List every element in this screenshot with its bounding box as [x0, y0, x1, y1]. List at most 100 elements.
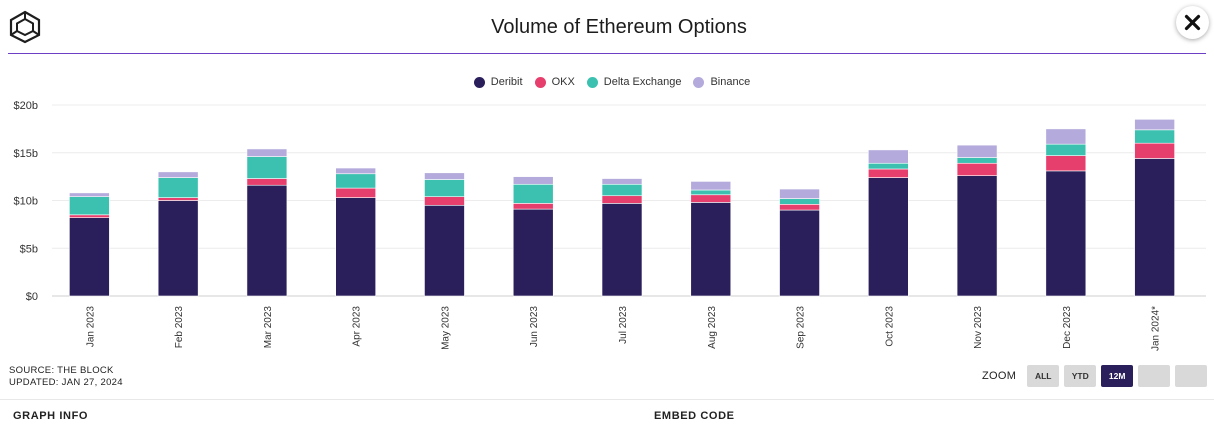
bar-segment-binance [1045, 128, 1087, 145]
bar-segment-binance [1134, 119, 1175, 131]
close-icon [1184, 14, 1201, 31]
bar-segment-binance [868, 149, 909, 164]
bar-segment-deribit [601, 203, 643, 297]
bar-segment-okx [868, 168, 909, 178]
bar-segment-binance [424, 172, 465, 180]
bar-segment-okx [69, 214, 110, 218]
bar-segment-delta-exchange [690, 189, 732, 196]
zoom-all-button[interactable]: ALL [1027, 365, 1060, 387]
zoom-controls: ZOOM ALL YTD 12M [982, 365, 1208, 387]
legend-marker-binance [693, 76, 705, 88]
legend-marker-delta-exchange [586, 76, 598, 88]
bar-segment-binance [335, 167, 376, 175]
bar-segment-okx [335, 187, 376, 198]
updated-label: UPDATED: JAN 27, 2024 [9, 377, 123, 388]
bar-segment-deribit [690, 202, 732, 297]
legend-item-delta-exchange[interactable]: Delta Exchange [586, 74, 682, 90]
x-tick-label: May 2023 [440, 306, 451, 350]
y-tick-label: $5b [20, 243, 38, 255]
stacked-bar-chart: $0 $5b $10b $15b $20b Jan 2023 Feb 2023 Mar 202… [14, 100, 1206, 351]
y-tick-label: $20b [14, 100, 38, 112]
legend-marker-deribit [473, 76, 485, 88]
x-tick-label: Sep 2023 [796, 306, 807, 349]
bar-segment-okx [246, 178, 288, 186]
y-tick-label: $0 [26, 291, 38, 303]
bar-segment-delta-exchange [512, 183, 554, 204]
bar-segment-binance [157, 171, 199, 178]
bar-segment-delta-exchange [424, 179, 465, 197]
bar-segment-binance [690, 181, 732, 191]
bar-segment-okx [512, 203, 554, 210]
bar-segment-delta-exchange [246, 156, 288, 179]
close-button[interactable] [1176, 6, 1209, 39]
bar-segment-deribit [1134, 158, 1175, 297]
source-label: SOURCE: THE BLOCK [9, 365, 114, 376]
bar-segment-okx [424, 196, 465, 206]
bar-segment-deribit [956, 175, 998, 297]
bar-segment-deribit [424, 204, 465, 297]
x-tick-label: Mar 2023 [263, 306, 274, 349]
bar-segment-binance [69, 192, 110, 197]
bar-segment-delta-exchange [335, 173, 376, 189]
x-tick-label: Nov 2023 [973, 306, 984, 349]
x-tick-label: Apr 2023 [352, 306, 363, 347]
bar-segment-binance [956, 144, 998, 158]
legend-item-okx[interactable]: OKX [534, 74, 575, 90]
y-tick-label: $10b [14, 196, 38, 208]
header: Volume of Ethereum Options [0, 0, 1214, 55]
header-divider [8, 53, 1206, 54]
bar-segment-delta-exchange [868, 162, 909, 170]
x-tick-label: Aug 2023 [707, 306, 718, 349]
cube-logo-icon[interactable] [8, 10, 42, 44]
bar-segment-okx [157, 197, 199, 201]
x-tick-label: Jan 2024* [1151, 306, 1162, 351]
zoom-blank-button-2[interactable] [1175, 365, 1208, 387]
bar-segment-delta-exchange [157, 177, 199, 198]
bar-segment-okx [779, 204, 820, 211]
legend-marker-okx [534, 76, 546, 88]
footer-divider [0, 399, 1214, 400]
legend-label: Binance [710, 76, 751, 88]
bar-segment-deribit [335, 197, 376, 297]
bar-segment-binance [601, 178, 643, 185]
x-tick-label: Jan 2023 [85, 306, 96, 348]
bar-segment-okx [601, 195, 643, 204]
zoom-ytd-button[interactable]: YTD [1064, 365, 1097, 387]
bar-segment-binance [779, 188, 820, 199]
legend-label: Deribit [490, 76, 523, 88]
legend-item-deribit[interactable]: Deribit [473, 74, 523, 90]
source-info: SOURCE: THE BLOCK UPDATED: JAN 27, 2024 [9, 365, 123, 389]
bar-segment-deribit [1045, 170, 1087, 297]
zoom-blank-button-1[interactable] [1138, 365, 1171, 387]
x-tick-label: Jul 2023 [618, 306, 629, 344]
x-tick-label: Dec 2023 [1062, 306, 1073, 349]
x-tick-label: Oct 2023 [884, 306, 895, 347]
bar-segment-delta-exchange [779, 198, 820, 205]
y-tick-label: $15b [14, 148, 38, 160]
bar-segment-okx [956, 162, 998, 176]
bar-segment-okx [1045, 155, 1087, 172]
bar-segment-deribit [779, 209, 820, 297]
legend-label: Delta Exchange [603, 76, 682, 88]
bar-segment-okx [1134, 142, 1175, 159]
bar-segment-deribit [512, 208, 554, 297]
chart-legend: Deribit OKX Delta Exchange Binance [0, 74, 1214, 90]
x-tick-label: Feb 2023 [174, 306, 185, 349]
bar-segment-delta-exchange [601, 183, 643, 197]
bar-segment-delta-exchange [1134, 129, 1175, 144]
graph-info-link[interactable]: GRAPH INFO [13, 410, 89, 422]
bar-segment-deribit [69, 217, 110, 297]
bar-segment-binance [512, 176, 554, 185]
legend-item-binance[interactable]: Binance [693, 74, 750, 90]
x-tick-label: Jun 2023 [529, 306, 540, 348]
chart-title: Volume of Ethereum Options [491, 16, 747, 38]
bar-segment-deribit [868, 177, 909, 297]
bar-segment-deribit [246, 184, 288, 297]
bar-segment-deribit [157, 200, 199, 297]
bar-segment-binance [246, 148, 288, 157]
zoom-12m-button[interactable]: 12M [1101, 365, 1134, 387]
bar-segment-delta-exchange [69, 196, 110, 216]
bar-segment-delta-exchange [956, 157, 998, 164]
embed-code-link[interactable]: EMBED CODE [654, 410, 735, 422]
bar-segment-okx [690, 194, 732, 203]
